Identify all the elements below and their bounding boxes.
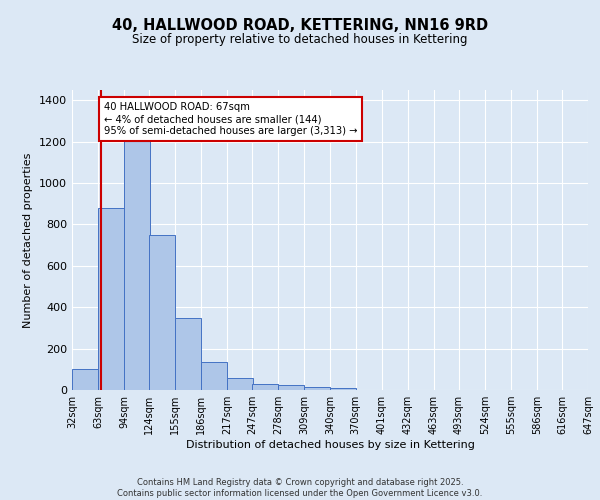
Text: Size of property relative to detached houses in Kettering: Size of property relative to detached ho…: [132, 32, 468, 46]
Text: Contains HM Land Registry data © Crown copyright and database right 2025.
Contai: Contains HM Land Registry data © Crown c…: [118, 478, 482, 498]
Text: 40 HALLWOOD ROAD: 67sqm
← 4% of detached houses are smaller (144)
95% of semi-de: 40 HALLWOOD ROAD: 67sqm ← 4% of detached…: [104, 102, 358, 136]
Bar: [124, 136, 150, 390]
Bar: [175, 318, 201, 390]
X-axis label: Distribution of detached houses by size in Kettering: Distribution of detached houses by size …: [185, 440, 475, 450]
Bar: [149, 235, 175, 390]
Bar: [72, 370, 98, 390]
Bar: [98, 208, 124, 390]
Bar: [278, 386, 304, 390]
Bar: [304, 387, 331, 390]
Text: 40, HALLWOOD ROAD, KETTERING, NN16 9RD: 40, HALLWOOD ROAD, KETTERING, NN16 9RD: [112, 18, 488, 32]
Bar: [331, 388, 356, 390]
Bar: [253, 384, 278, 390]
Y-axis label: Number of detached properties: Number of detached properties: [23, 152, 34, 328]
Bar: [201, 362, 227, 390]
Bar: [227, 378, 253, 390]
